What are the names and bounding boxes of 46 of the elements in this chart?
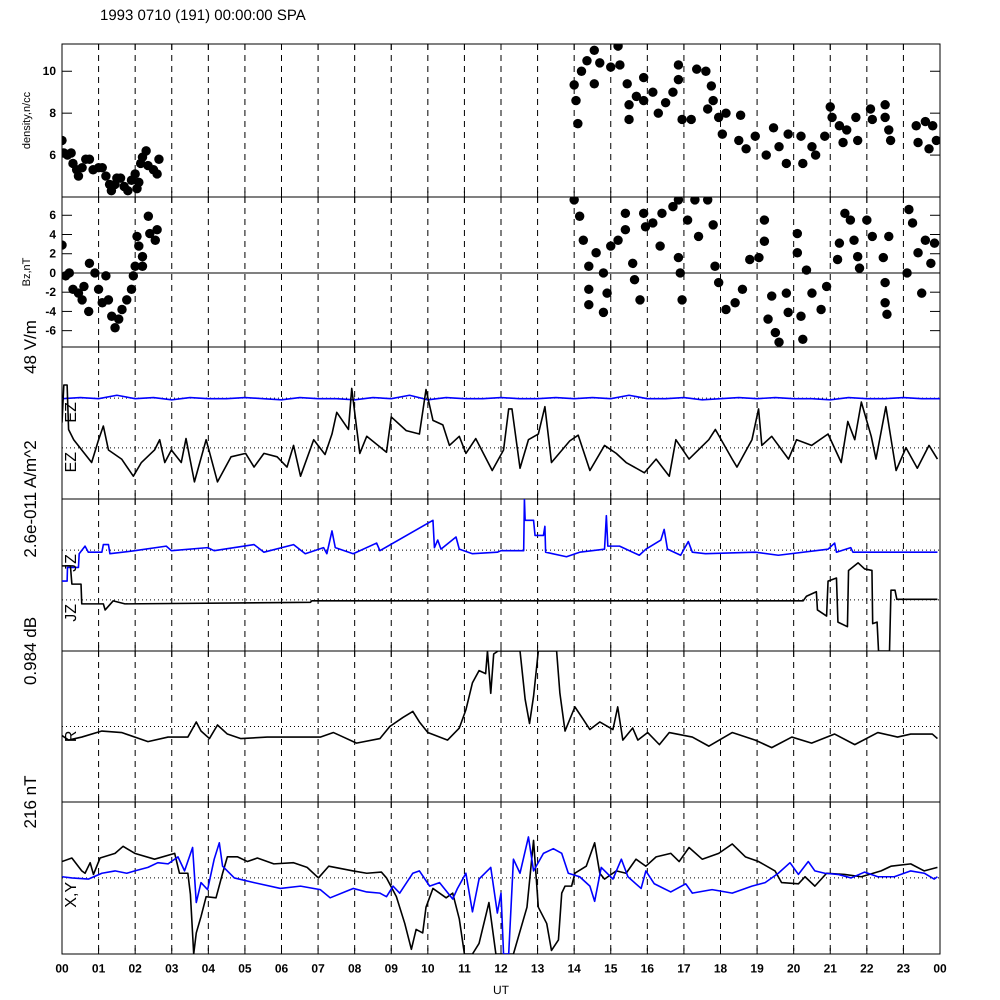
annotation: X,Y [63,882,80,908]
x-tick-label: 04 [202,962,216,976]
y-axis-title: Bz,nT [21,257,33,286]
y-tick-label: 10 [42,64,56,78]
x-tick-label: 06 [274,962,288,976]
text: JZ [63,604,80,622]
x-tick-label: 23 [896,962,910,976]
y-axis-title: 216 nT [21,776,40,828]
chart-title: 1993 0710 (191) 00:00:00 SPA [100,7,306,24]
x-tick-label: 14 [567,962,582,976]
y-axis-title: 48 V/m [21,320,40,374]
x-tick-label: 10 [421,962,435,976]
x-tick-label: 17 [677,962,691,976]
x-tick-label: 02 [128,962,142,976]
y-axis-title: 0.984 dB [21,616,40,686]
x-tick-label: 12 [494,962,508,976]
y-tick-label: -4 [45,304,56,318]
x-tick-label: 11 [458,962,472,976]
x-tick-label: 07 [311,962,326,976]
x-tick-label: 13 [530,962,545,976]
x-tick-label: 03 [165,962,179,976]
y-tick-label: 0 [49,266,56,280]
x-tick-label: 00 [933,962,947,976]
y-tick-label: 6 [49,208,56,222]
x-tick-label: 15 [604,962,618,976]
x-tick-label: 20 [786,962,801,976]
y-tick-label: 6 [49,148,56,162]
x-tick-label: 08 [348,962,362,976]
x-tick-label: 01 [92,962,106,976]
y-axis-title: 2.6e-011 A/m^2 [21,440,40,558]
x-tick-label: 16 [640,962,654,976]
x-tick-label: 05 [238,962,252,976]
text: EZ [63,452,80,472]
y-axis-title: density,n/cc [21,91,33,150]
x-tick-label: 22 [860,962,874,976]
x-axis-title: UT [493,983,510,997]
y-tick-label: 8 [49,106,56,120]
y-tick-label: 4 [49,227,56,242]
y-tick-label: 2 [49,246,56,261]
x-tick-label: 19 [750,962,764,976]
x-tick-label: 09 [384,962,398,976]
x-tick-label: 18 [714,962,728,976]
y-tick-label: -6 [45,323,56,338]
x-tick-label: 21 [824,962,838,976]
y-tick-label: -2 [45,285,56,300]
x-tick-label: 00 [55,962,69,976]
